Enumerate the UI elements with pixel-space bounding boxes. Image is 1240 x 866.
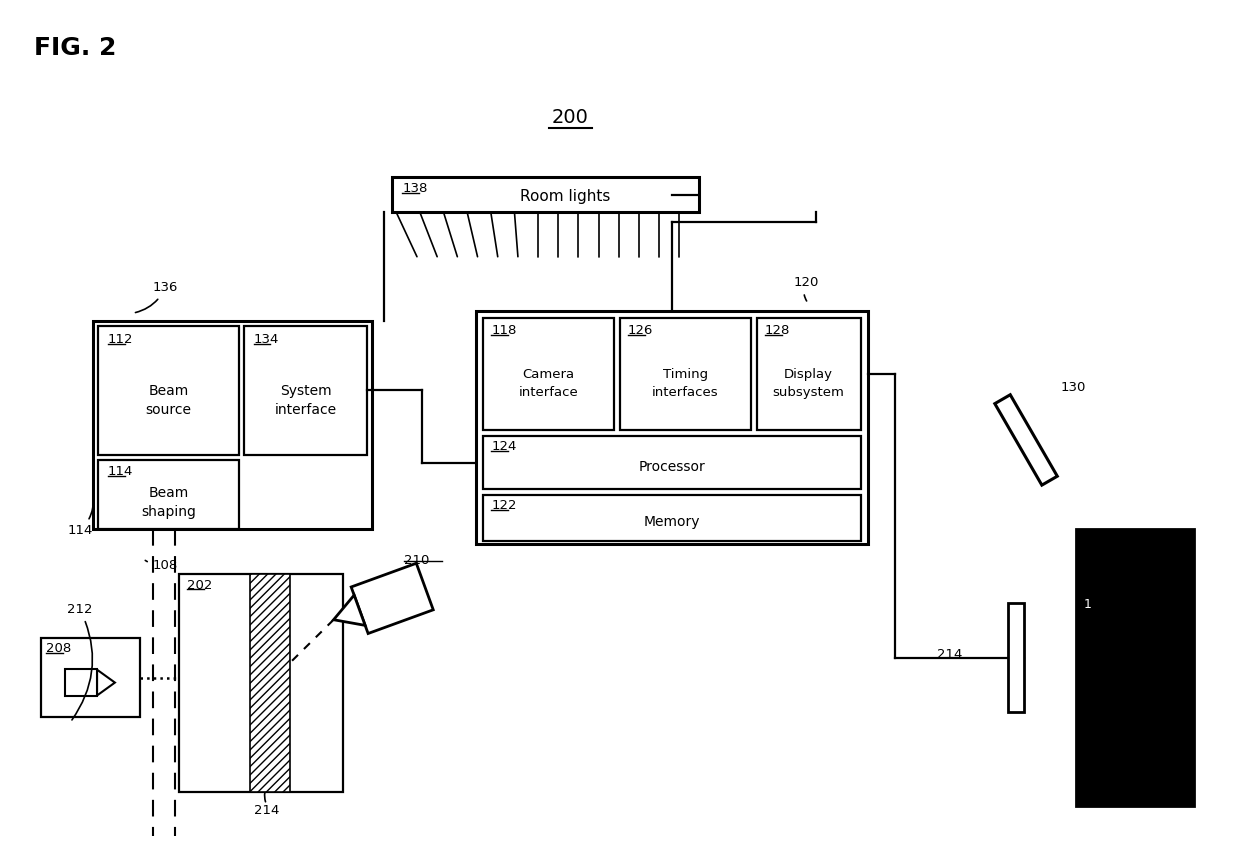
Text: 202: 202	[187, 578, 212, 591]
Bar	[484, 436, 861, 489]
Text: 114: 114	[108, 465, 134, 478]
Text: 118: 118	[491, 324, 517, 337]
Text: 126: 126	[627, 324, 653, 337]
Text: Beam
source: Beam source	[145, 384, 191, 417]
Bar	[484, 318, 614, 430]
Text: FIG. 2: FIG. 2	[33, 36, 117, 60]
Bar	[41, 638, 140, 717]
Text: 1: 1	[1084, 598, 1091, 611]
Text: 212: 212	[67, 604, 93, 720]
Text: 124: 124	[491, 440, 517, 453]
Bar	[620, 318, 750, 430]
Text: System
interface: System interface	[274, 384, 336, 417]
Polygon shape	[351, 563, 433, 634]
Text: 128: 128	[765, 324, 790, 337]
Bar	[756, 318, 861, 430]
Text: Beam
shaping: Beam shaping	[141, 486, 196, 519]
Bar	[1075, 529, 1194, 806]
Text: 120: 120	[794, 276, 818, 301]
Bar	[484, 495, 861, 541]
Text: 214: 214	[254, 805, 279, 818]
Bar	[93, 321, 372, 529]
Polygon shape	[994, 395, 1058, 485]
Bar	[476, 311, 868, 544]
Text: 208: 208	[46, 642, 71, 655]
Bar	[180, 573, 342, 792]
Bar	[1008, 604, 1024, 713]
Bar	[98, 460, 239, 529]
Text: 114: 114	[67, 497, 93, 537]
Text: Timing
interfaces: Timing interfaces	[652, 368, 719, 399]
Text: 214: 214	[937, 648, 962, 661]
Bar	[66, 669, 97, 696]
Bar	[98, 326, 239, 455]
Polygon shape	[334, 595, 365, 625]
Text: Room lights: Room lights	[521, 190, 611, 204]
Text: 210: 210	[404, 554, 429, 567]
Text: 134: 134	[253, 333, 279, 346]
Text: Camera
interface: Camera interface	[518, 368, 579, 399]
Polygon shape	[97, 669, 115, 695]
Text: 112: 112	[108, 333, 134, 346]
Text: 130: 130	[1060, 380, 1086, 393]
Text: Processor: Processor	[639, 460, 706, 474]
Text: Display
subsystem: Display subsystem	[773, 368, 844, 399]
Bar	[243, 326, 367, 455]
Text: 108: 108	[145, 559, 177, 572]
Bar	[392, 178, 699, 212]
Text: Memory: Memory	[644, 515, 701, 529]
Bar	[249, 573, 290, 792]
Text: 136: 136	[135, 281, 177, 313]
Text: 122: 122	[491, 500, 517, 513]
Text: 200: 200	[552, 108, 589, 127]
Text: 138: 138	[402, 183, 428, 196]
